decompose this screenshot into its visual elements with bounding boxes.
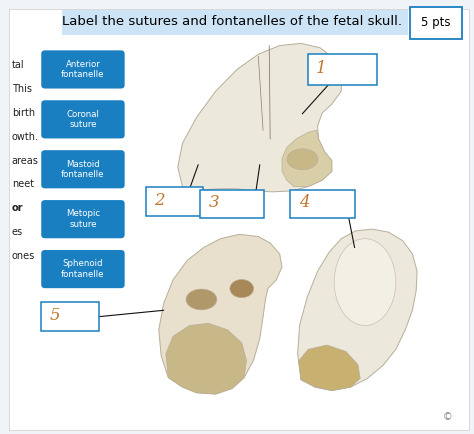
FancyBboxPatch shape bbox=[146, 187, 203, 216]
Polygon shape bbox=[166, 323, 246, 394]
Polygon shape bbox=[282, 130, 332, 187]
Text: birth: birth bbox=[12, 108, 35, 118]
Text: es: es bbox=[12, 227, 23, 237]
Text: 2: 2 bbox=[155, 192, 165, 209]
FancyBboxPatch shape bbox=[41, 302, 99, 331]
Polygon shape bbox=[299, 345, 360, 391]
Text: ©: © bbox=[443, 411, 453, 422]
Text: ones: ones bbox=[12, 251, 35, 261]
FancyBboxPatch shape bbox=[200, 190, 264, 218]
Text: Label the sutures and fontanelles of the fetal skull.: Label the sutures and fontanelles of the… bbox=[62, 15, 402, 28]
FancyBboxPatch shape bbox=[41, 250, 125, 288]
Text: 5 pts: 5 pts bbox=[421, 16, 451, 29]
FancyBboxPatch shape bbox=[290, 190, 355, 218]
FancyBboxPatch shape bbox=[41, 50, 125, 89]
Text: tal: tal bbox=[12, 60, 25, 70]
Ellipse shape bbox=[230, 279, 254, 298]
Text: 5: 5 bbox=[50, 307, 61, 324]
Ellipse shape bbox=[287, 149, 318, 170]
Polygon shape bbox=[159, 234, 282, 394]
FancyBboxPatch shape bbox=[308, 54, 377, 85]
Polygon shape bbox=[178, 43, 341, 192]
Text: Anterior
fontanelle: Anterior fontanelle bbox=[61, 60, 105, 79]
Ellipse shape bbox=[186, 289, 217, 310]
Text: 3: 3 bbox=[209, 194, 219, 211]
FancyBboxPatch shape bbox=[41, 150, 125, 188]
Text: areas: areas bbox=[12, 155, 39, 166]
Text: 4: 4 bbox=[299, 194, 309, 211]
FancyBboxPatch shape bbox=[41, 100, 125, 138]
Text: This: This bbox=[12, 84, 32, 94]
Text: Mastoid
fontanelle: Mastoid fontanelle bbox=[61, 160, 105, 179]
Text: or: or bbox=[12, 203, 23, 214]
FancyBboxPatch shape bbox=[62, 10, 408, 35]
Text: Metopic
suture: Metopic suture bbox=[66, 210, 100, 229]
FancyBboxPatch shape bbox=[9, 9, 469, 430]
Text: neet: neet bbox=[12, 179, 34, 190]
Text: owth.: owth. bbox=[12, 132, 39, 142]
Text: Sphenoid
fontanelle: Sphenoid fontanelle bbox=[61, 260, 105, 279]
Polygon shape bbox=[298, 229, 417, 391]
FancyBboxPatch shape bbox=[41, 200, 125, 238]
Ellipse shape bbox=[334, 239, 396, 326]
Text: 1: 1 bbox=[316, 59, 327, 77]
FancyBboxPatch shape bbox=[410, 7, 462, 39]
Text: Coronal
suture: Coronal suture bbox=[66, 110, 100, 129]
